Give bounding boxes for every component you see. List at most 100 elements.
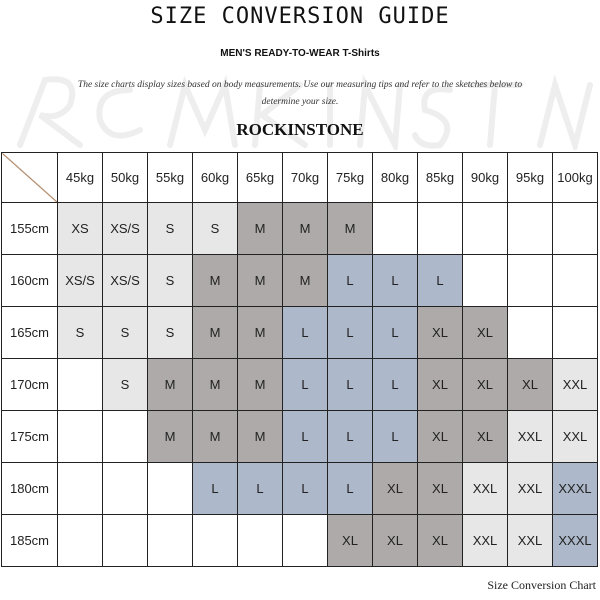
size-cell: XL	[417, 410, 463, 463]
size-cell	[507, 202, 553, 255]
size-cell: L	[327, 254, 373, 307]
row-header: 180cm	[1, 462, 58, 515]
row-header: 185cm	[1, 514, 58, 567]
size-cell: M	[237, 358, 283, 411]
column-header: 100kg	[552, 152, 598, 203]
table-row: 180cm L L L L XL XL XXL XXL XXXL	[1, 462, 598, 515]
size-cell: XXL	[507, 462, 553, 515]
size-cell: XL	[462, 410, 508, 463]
size-cell: M	[192, 306, 238, 359]
size-cell: M	[327, 202, 373, 255]
size-cell: M	[192, 254, 238, 307]
size-cell	[552, 202, 598, 255]
size-cell	[57, 410, 103, 463]
size-cell: L	[282, 306, 328, 359]
row-header: 175cm	[1, 410, 58, 463]
column-header: 95kg	[507, 152, 553, 203]
size-cell	[147, 462, 193, 515]
size-cell: L	[327, 410, 373, 463]
size-cell: XXXL	[552, 514, 598, 567]
row-header: 155cm	[1, 202, 58, 255]
size-cell: XXL	[507, 410, 553, 463]
size-cell: M	[237, 202, 283, 255]
column-header: 65kg	[237, 152, 283, 203]
table-row: 155cm XS XS/S S S M M M	[1, 202, 598, 255]
size-cell: L	[372, 306, 418, 359]
size-cell: XL	[417, 514, 463, 567]
column-header: 90kg	[462, 152, 508, 203]
table-row: 185cm XL XL XL XXL XXL XXXL	[1, 514, 598, 567]
column-header: 60kg	[192, 152, 238, 203]
size-cell: L	[372, 410, 418, 463]
size-cell	[282, 514, 328, 567]
size-cell	[462, 254, 508, 307]
size-cell: L	[327, 358, 373, 411]
size-cell: L	[372, 358, 418, 411]
size-cell: M	[147, 358, 193, 411]
column-header: 80kg	[372, 152, 418, 203]
size-cell	[552, 254, 598, 307]
size-cell: XS/S	[57, 254, 103, 307]
size-cell	[57, 462, 103, 515]
size-cell: XL	[372, 514, 418, 567]
size-cell: S	[147, 306, 193, 359]
size-cell: XS	[57, 202, 103, 255]
size-cell	[372, 202, 418, 255]
size-cell	[57, 514, 103, 567]
size-cell: S	[147, 254, 193, 307]
table-row: 160cm XS/S XS/S S M M M L L L	[1, 254, 598, 307]
size-cell: XL	[462, 306, 508, 359]
size-cell: XXL	[552, 410, 598, 463]
size-cell: M	[147, 410, 193, 463]
size-cell: XXL	[552, 358, 598, 411]
size-cell	[57, 358, 103, 411]
size-cell: XXXL	[552, 462, 598, 515]
size-cell	[192, 514, 238, 567]
size-cell: XXL	[462, 462, 508, 515]
size-cell: XXL	[507, 514, 553, 567]
brand-name: ROCKINSTONE	[236, 120, 364, 139]
size-cell: S	[192, 202, 238, 255]
size-cell: XL	[462, 358, 508, 411]
column-header: 55kg	[147, 152, 193, 203]
size-cell: L	[327, 306, 373, 359]
size-cell: XL	[372, 462, 418, 515]
size-cell: M	[237, 254, 283, 307]
column-header: 75kg	[327, 152, 373, 203]
table-row: 175cm M M M L L L XL XL XXL XXL	[1, 410, 598, 463]
column-header: 45kg	[57, 152, 103, 203]
size-cell: M	[282, 254, 328, 307]
caption: Size Conversion Chart	[487, 578, 596, 592]
size-cell: M	[192, 410, 238, 463]
size-cell	[102, 514, 148, 567]
size-cell	[462, 202, 508, 255]
size-cell	[417, 202, 463, 255]
size-cell: XL	[327, 514, 373, 567]
size-cell: S	[102, 358, 148, 411]
size-cell: XL	[417, 306, 463, 359]
corner-cell	[1, 152, 58, 203]
size-cell	[237, 514, 283, 567]
column-header: 70kg	[282, 152, 328, 203]
row-header: 170cm	[1, 358, 58, 411]
size-cell: M	[237, 410, 283, 463]
table-row: 165cm S S S M M L L L XL XL	[1, 306, 598, 359]
size-cell: XL	[417, 358, 463, 411]
header-row: 45kg 50kg 55kg 60kg 65kg 70kg 75kg 80kg 85kg 90kg…	[1, 152, 598, 203]
row-header: 165cm	[1, 306, 58, 359]
size-cell: XL	[507, 358, 553, 411]
size-cell	[507, 254, 553, 307]
size-cell: S	[147, 202, 193, 255]
size-cell: L	[327, 462, 373, 515]
size-cell: XL	[417, 462, 463, 515]
size-cell	[552, 306, 598, 359]
size-cell: L	[417, 254, 463, 307]
column-header: 50kg	[102, 152, 148, 203]
size-cell: L	[282, 462, 328, 515]
size-cell: XXL	[462, 514, 508, 567]
size-table: 45kg 50kg 55kg 60kg 65kg 70kg 75kg 80kg 85kg 90kg…	[1, 152, 598, 567]
size-cell: L	[282, 358, 328, 411]
page-title: SIZE CONVERSION GUIDE	[150, 4, 450, 29]
size-cell: L	[192, 462, 238, 515]
size-cell	[147, 514, 193, 567]
